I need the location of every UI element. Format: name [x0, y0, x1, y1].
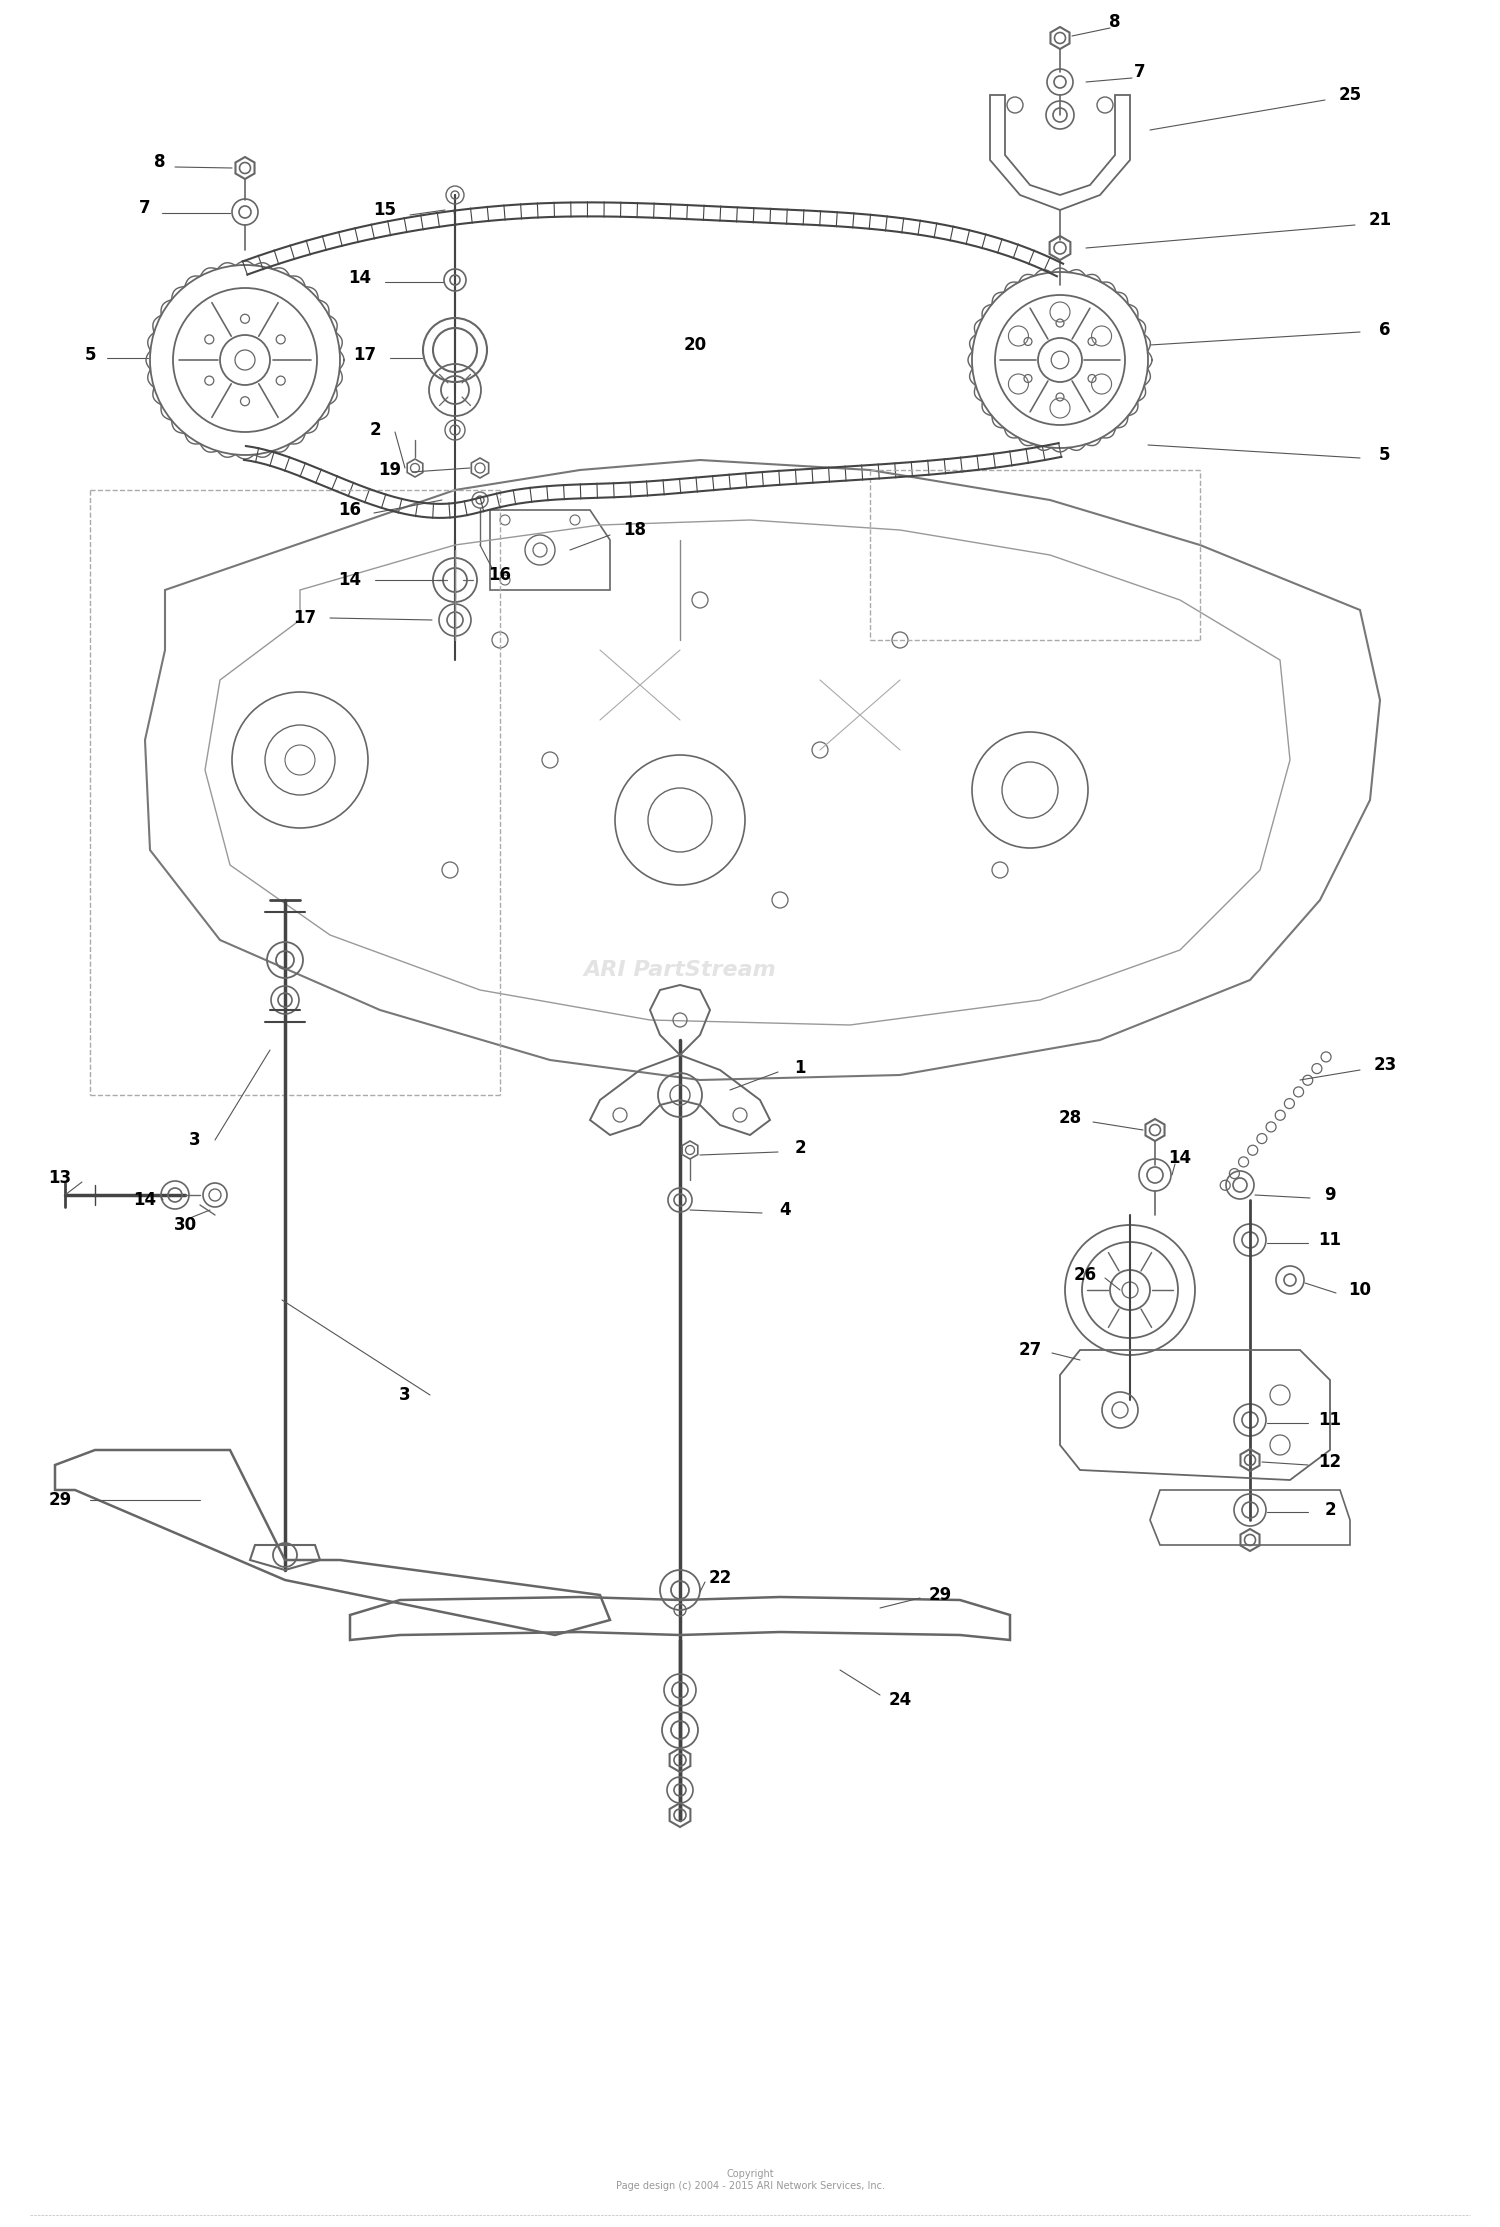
Text: 8: 8: [154, 154, 165, 171]
Text: 2: 2: [369, 421, 381, 439]
Text: 19: 19: [378, 461, 402, 479]
Text: 14: 14: [1168, 1149, 1191, 1167]
Text: 16: 16: [339, 501, 362, 519]
Text: 30: 30: [174, 1216, 196, 1234]
Text: 3: 3: [399, 1385, 411, 1403]
Text: 3: 3: [189, 1131, 201, 1149]
Text: 28: 28: [1059, 1109, 1082, 1127]
Text: 11: 11: [1318, 1232, 1341, 1249]
Text: 7: 7: [140, 198, 152, 216]
Text: 22: 22: [708, 1570, 732, 1588]
Text: 7: 7: [1134, 62, 1146, 80]
Text: 25: 25: [1338, 87, 1362, 105]
Text: 27: 27: [1019, 1341, 1041, 1358]
Text: 17: 17: [294, 608, 316, 628]
Text: 15: 15: [374, 200, 396, 218]
Text: 17: 17: [354, 345, 376, 363]
Text: 18: 18: [624, 521, 646, 539]
Text: 2: 2: [794, 1138, 806, 1158]
Text: 29: 29: [48, 1492, 72, 1510]
Text: 1: 1: [795, 1060, 806, 1078]
Text: 8: 8: [1108, 13, 1120, 31]
Text: 24: 24: [888, 1690, 912, 1708]
Text: 26: 26: [1074, 1265, 1096, 1285]
Text: 20: 20: [684, 336, 706, 354]
Text: 14: 14: [348, 269, 372, 287]
Text: 2: 2: [1324, 1501, 1336, 1519]
Text: 14: 14: [339, 570, 362, 588]
Text: 10: 10: [1348, 1281, 1371, 1298]
Text: ARI PartStream: ARI PartStream: [584, 960, 777, 980]
Text: 5: 5: [1380, 445, 1390, 463]
Text: 6: 6: [1380, 321, 1390, 339]
Text: 14: 14: [134, 1191, 156, 1209]
Text: 4: 4: [778, 1200, 790, 1218]
Text: 9: 9: [1324, 1187, 1336, 1205]
Text: 5: 5: [84, 345, 96, 363]
Text: 16: 16: [489, 566, 512, 583]
Text: 11: 11: [1318, 1412, 1341, 1430]
Text: 23: 23: [1374, 1056, 1396, 1073]
Text: Copyright
Page design (c) 2004 - 2015 ARI Network Services, Inc.: Copyright Page design (c) 2004 - 2015 AR…: [615, 2169, 885, 2191]
Text: 12: 12: [1318, 1452, 1341, 1472]
Text: 13: 13: [48, 1169, 72, 1187]
Text: 29: 29: [928, 1586, 951, 1603]
Text: 21: 21: [1368, 212, 1392, 229]
